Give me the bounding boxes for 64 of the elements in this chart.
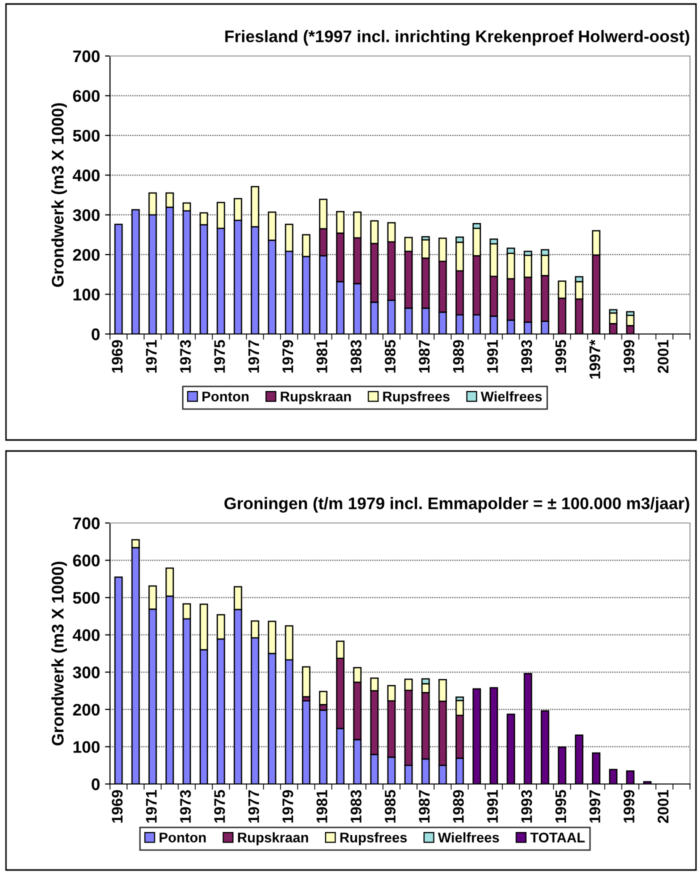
x-tick-label: 1969 [112, 790, 123, 823]
legend-label: TOTAAL [530, 832, 585, 842]
x-tick-label: 1993 [521, 340, 532, 373]
y-tick-label: 700 [73, 517, 100, 530]
x-tick-label: 1985 [384, 340, 396, 373]
legend-label: Ponton [202, 392, 248, 402]
y-tick-label: 300 [72, 666, 100, 678]
y-tick-label: 100 [74, 741, 100, 753]
x-tick-label: 1971 [146, 340, 157, 373]
x-tick-label: 1995 [555, 340, 566, 373]
chart-title: Groningen (t/m 1979 incl. Emmapolder = ± 100.000 m3/jaar) [224, 497, 690, 513]
x-tick-label: 1977 [248, 790, 260, 823]
legend-label: Ponton [160, 832, 206, 842]
y-tick-label: 500 [72, 592, 100, 604]
x-tick-label: 1983 [350, 340, 362, 373]
x-tick-label: 1973 [180, 790, 191, 823]
x-tick-label: 1981 [316, 790, 328, 823]
y-tick-label: 200 [73, 248, 100, 261]
x-tick-label: 1971 [146, 790, 157, 823]
x-tick-label: 1985 [384, 790, 396, 823]
y-axis-title: Grondwerk (m3 X 1000) [51, 103, 67, 287]
bar [302, 666, 310, 698]
y-tick-label: 200 [73, 704, 100, 716]
x-tick-label: 1989 [452, 790, 464, 823]
x-tick-label: 1995 [555, 790, 566, 823]
y-tick-label: 300 [72, 209, 100, 222]
legend-label: Rupsfrees [383, 391, 450, 404]
x-tick-label: 1997* [589, 340, 600, 379]
x-tick-label: 1987 [418, 340, 430, 373]
x-tick-label: 1979 [282, 340, 294, 373]
x-tick-label: 1991 [487, 790, 498, 823]
y-tick-label: 100 [74, 288, 100, 300]
x-tick-label: 1987 [418, 790, 430, 823]
y-tick-label: 400 [72, 629, 100, 642]
y-tick-label: 0 [92, 778, 100, 790]
x-tick-label: 1981 [316, 340, 328, 373]
x-tick-label: 1975 [214, 790, 225, 823]
x-tick-label: 1973 [180, 340, 191, 373]
x-tick-label: 1977 [248, 340, 260, 373]
x-tick-label: 1997 [589, 790, 600, 823]
y-tick-label: 500 [72, 130, 100, 142]
chart-title: Friesland (*1997 incl. inrichting Krekenproef Holwerd-oost) [225, 30, 690, 46]
legend-label: Rupskraan [238, 832, 308, 846]
x-tick-label: 1999 [624, 340, 634, 373]
legend-label: Rupsfrees [340, 832, 407, 846]
x-tick-label: 1991 [487, 340, 498, 373]
x-tick-label: 1969 [112, 340, 123, 373]
x-tick-label: 1983 [350, 790, 362, 823]
y-tick-label: 600 [73, 554, 100, 566]
x-tick-label: 1993 [521, 790, 532, 823]
x-tick-label: 1975 [214, 340, 225, 373]
legend-label: Wielfrees [438, 832, 499, 842]
y-tick-label: 700 [73, 50, 100, 62]
x-tick-label: 1979 [282, 790, 294, 823]
y-tick-label: 400 [72, 170, 100, 182]
legend-label: Rupskraan [280, 391, 351, 404]
x-tick-label: 1999 [624, 790, 634, 823]
y-tick-label: 0 [92, 328, 100, 340]
x-tick-label: 2001 [658, 340, 669, 374]
x-tick-label: 2001 [658, 790, 669, 824]
y-axis-title: Grondwerk (m3 X 1000) [51, 562, 67, 746]
x-tick-label: 1989 [452, 340, 464, 373]
legend-label: Wielfrees [480, 391, 542, 402]
y-tick-label: 600 [73, 90, 100, 102]
